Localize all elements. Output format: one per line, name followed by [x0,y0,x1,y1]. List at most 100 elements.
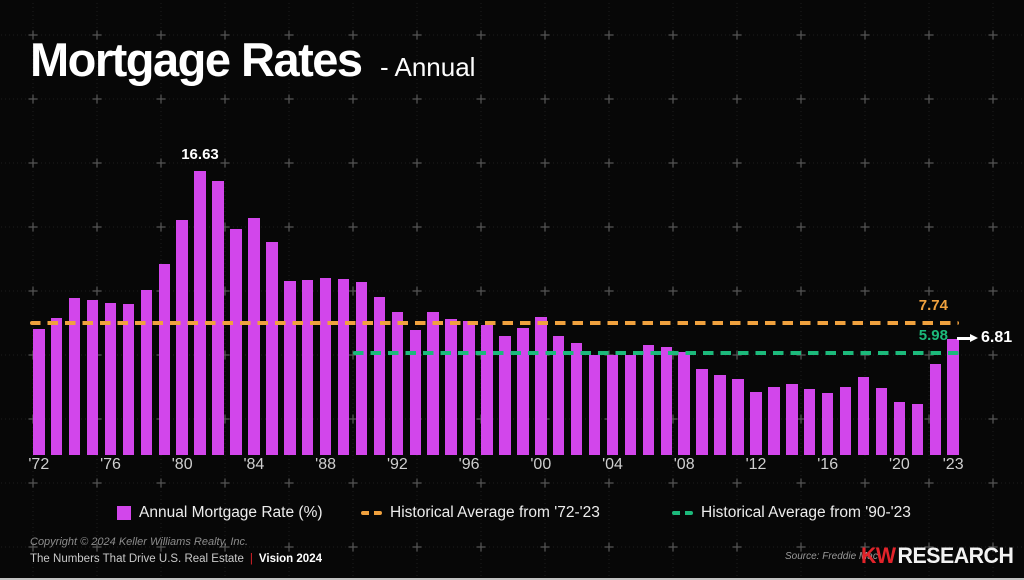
bar-2023 [947,338,959,455]
refline-avg-1972 [30,320,959,325]
tagline-divider: | [249,553,253,565]
refline-avg-1990 [352,350,959,355]
bar-1979 [158,263,170,455]
bar-2019 [875,387,888,455]
legend-item-annual-rate: Annual Mortgage Rate (%) [117,504,323,522]
bar-2004 [606,355,619,455]
x-tick-1972: '72 [28,456,50,473]
logo-kw-text: KW [861,543,896,568]
kw-research-logo: KWRESEARCH [861,543,1014,569]
bar-1984 [248,217,260,455]
bar-2003 [588,355,601,455]
x-tick-2023: '23 [942,456,964,473]
refline-label-7.74: 7.74 [918,296,948,314]
bar-2012 [750,392,762,455]
bar-1990 [355,281,368,455]
bar-1977 [122,303,135,455]
x-tick-2020: '20 [888,456,910,473]
bar-2014 [786,383,798,455]
bar-2022 [929,363,941,455]
callout-arrow-icon [970,333,978,342]
logo-research-text: RESEARCH [897,543,1014,568]
bar-1991 [373,296,386,455]
footer-tagline: The Numbers That Drive U.S. Real Estate |… [30,553,322,565]
x-tick-2000: '00 [530,456,552,473]
peak-value-label: 16.63 [181,146,219,163]
orange-dash-swatch-icon [361,511,382,515]
bar-1994 [427,311,439,455]
bar-1978 [140,290,153,455]
x-tick-1996: '96 [458,456,480,473]
tagline-text: The Numbers That Drive U.S. Real Estate [30,553,244,565]
green-dash-swatch-icon [672,511,693,515]
bar-2015 [803,389,816,455]
bar-1983 [230,228,242,455]
x-tick-1980: '80 [171,456,193,473]
legend-item-avg-90-23: Historical Average from '90-'23 [672,504,911,522]
page-title: Mortgage Rates [30,33,363,86]
x-tick-2004: '04 [602,456,623,473]
x-tick-1988: '88 [315,456,337,473]
bar-2011 [732,378,744,455]
page-subtitle: - Annual [380,52,476,82]
latest-value-label: 6.81 [981,329,1013,346]
bar-1980 [176,220,188,455]
bar-2013 [768,386,780,455]
bar-2005 [624,354,637,455]
legend-label-avg-72-23: Historical Average from '72-'23 [390,504,600,521]
legend: Annual Mortgage Rate (%) Historical Aver… [0,504,1024,524]
bar-2001 [552,335,565,455]
x-tick-1984: '84 [243,456,265,473]
bar-2007 [660,346,673,455]
bar-1989 [337,278,350,455]
bar-1976 [104,303,117,455]
bar-2021 [911,404,924,455]
x-tick-2008: '08 [673,456,695,473]
bar-1995 [445,319,457,455]
vision-text: Vision 2024 [258,553,322,565]
bar-1974 [68,297,81,455]
bar-2002 [570,343,583,455]
bar-1993 [409,330,422,455]
bar-1972 [33,328,45,455]
bar-2017 [839,386,852,455]
bar-1992 [391,311,404,455]
legend-label-avg-90-23: Historical Average from '90-'23 [701,504,911,521]
bar-2020 [893,402,906,455]
bar-1988 [319,278,332,455]
source-attribution: Source: Freddie Mac [785,551,878,562]
bar-2008 [678,351,690,455]
bar-1985 [266,242,278,455]
slide-bottom-edge [0,578,1024,580]
bar-1982 [212,180,224,455]
refline-label-5.98: 5.98 [918,326,948,344]
bar-1998 [499,336,511,455]
bar-1973 [50,317,63,455]
legend-item-avg-72-23: Historical Average from '72-'23 [361,504,600,522]
bar-1996 [463,321,475,455]
x-tick-1976: '76 [100,456,121,473]
legend-label-annual-rate: Annual Mortgage Rate (%) [139,504,323,521]
x-tick-1992: '92 [386,456,408,473]
bar-2018 [857,377,870,455]
x-tick-2016: '16 [817,456,839,473]
copyright-text: Copyright © 2024 Keller Williams Realty,… [30,536,249,548]
bar-2000 [535,317,547,455]
bar-1981 [194,170,206,455]
bar-1975 [86,300,99,455]
x-tick-2012: '12 [745,456,767,473]
chart-header: Mortgage Rates - Annual [30,32,475,87]
callout-arrow-shaft [957,337,971,340]
bar-swatch-icon [117,506,131,520]
bar-2006 [642,345,655,455]
bar-2016 [821,392,834,455]
bar-2009 [696,368,708,455]
bar-1999 [517,327,529,455]
bar-1987 [301,280,314,455]
bar-1986 [284,280,296,455]
bar-1997 [481,325,493,455]
bar-2010 [714,374,726,455]
